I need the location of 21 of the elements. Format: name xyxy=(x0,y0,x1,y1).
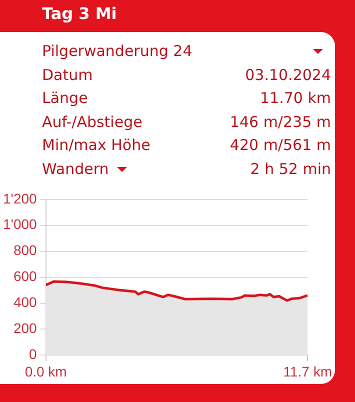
x-tick-label: 0.0 km xyxy=(24,363,67,380)
text: 03.10.2024 xyxy=(245,66,331,84)
y-tick-label: 800 xyxy=(13,242,38,258)
text: Länge xyxy=(42,89,88,108)
y-tick-label: 1'000 xyxy=(2,216,38,232)
text: 2 h 52 min xyxy=(250,160,331,178)
text: Datum xyxy=(42,66,93,84)
text: 11.70 km xyxy=(260,89,331,108)
text: Auf-/Abstiege xyxy=(42,112,142,131)
text: Pilgerwanderung 24 xyxy=(42,42,192,60)
text: Min/max Höhe xyxy=(42,136,150,154)
text: Wandern xyxy=(42,160,109,178)
y-tick-label: 200 xyxy=(13,320,38,336)
y-tick-label: 0 xyxy=(29,346,38,362)
y-tick-label: 1'200 xyxy=(2,190,38,206)
text: 420 m/561 m xyxy=(230,136,331,154)
y-tick-label: 400 xyxy=(13,294,38,310)
y-tick-label: 600 xyxy=(13,268,38,284)
x-tick-label: 11.7 km xyxy=(283,363,332,380)
chart-title: Tag 3 Mi xyxy=(42,4,117,23)
text: 146 m/235 m xyxy=(230,112,331,131)
